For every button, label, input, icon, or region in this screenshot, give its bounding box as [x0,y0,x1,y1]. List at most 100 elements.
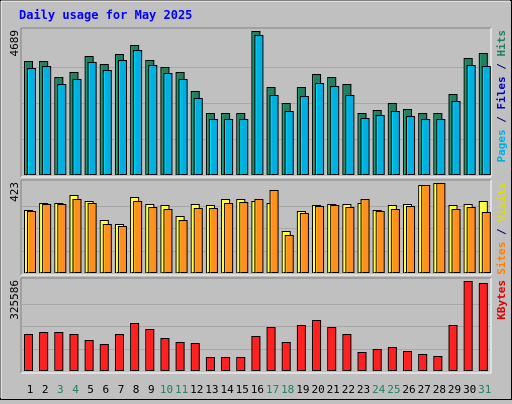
files-bar-day-6 [102,70,112,175]
x-tick-label: 22 [342,383,355,396]
kbytes-bar-day-28 [433,356,443,371]
chart-title: Daily usage for May 2025 [19,8,192,22]
panel-middle: 423 Sites / Visits [8,179,508,276]
kbytes-bar-day-10 [160,338,170,371]
series-kbytes [24,281,488,371]
kbytes-bar-day-31 [478,283,488,371]
sites-bar-day-2 [42,204,52,273]
files-bar-day-28 [436,119,446,175]
files-bar-day-10 [163,73,173,175]
files-bar-day-9 [148,65,158,175]
files-bar-day-18 [284,111,294,175]
legend-middle-part-2: Visits [495,182,508,222]
files-bar-day-1 [27,68,36,175]
sites-bar-day-20 [315,206,325,273]
sites-bar-day-12 [193,208,203,273]
files-bar-day-19 [299,96,309,175]
files-bar-day-3 [57,84,67,175]
sites-bar-day-5 [87,203,97,273]
sites-bar-day-8 [133,201,143,273]
sites-bar-day-26 [406,206,416,273]
x-tick-label: 21 [327,383,340,396]
files-bar-day-17 [269,95,279,175]
panel-middle-legend: Sites / Visits [495,182,508,275]
files-bar-day-23 [360,118,370,175]
kbytes-bar-day-9 [145,329,155,371]
files-bar-day-14 [224,119,234,175]
x-tick-label: 29 [448,383,461,396]
kbytes-bar-day-3 [54,332,64,371]
sites-bar-day-18 [284,235,294,273]
sites-bar-day-29 [451,209,461,273]
x-tick-label: 4 [72,383,79,396]
x-tick-label: 27 [418,383,431,396]
sites-bar-day-25 [390,209,400,273]
kbytes-bar-day-30 [463,281,473,371]
files-bar-day-16 [254,35,264,175]
x-tick-label: 7 [118,383,125,396]
kbytes-bar-day-1 [24,334,33,371]
x-tick-label: 5 [87,383,94,396]
files-bar-day-27 [421,119,431,175]
files-bar-day-20 [315,83,325,175]
files-bar-day-24 [375,115,385,175]
sites-bar-day-10 [163,209,173,273]
kbytes-bar-day-15 [236,357,246,371]
kbytes-bar-day-22 [342,334,352,371]
x-tick-label: 14 [220,383,234,396]
files-bar-day-26 [406,116,416,175]
legend-top-part-2: Files [495,76,508,109]
sites-bar-day-15 [239,202,249,273]
files-bar-day-12 [193,98,203,175]
panel-bottom-legend: KBytes [495,280,508,320]
sites-bar-day-7 [117,226,127,273]
x-tick-label: 13 [205,383,218,396]
files-bar-day-22 [345,95,355,175]
sites-bar-day-16 [254,199,264,273]
kbytes-bar-day-18 [281,342,291,371]
sites-bar-day-3 [57,204,67,273]
kbytes-bar-day-27 [418,354,428,371]
panel-top: 4689 Pages / Files / Hits [8,27,508,178]
panel-top-legend: Pages / Files / Hits [495,30,508,163]
panel-bottom: 325586 KBytes [8,277,508,374]
sites-bar-day-14 [224,203,234,273]
kbytes-bar-day-13 [205,357,215,371]
panel-top-ymax-label: 4689 [8,30,21,57]
kbytes-bar-day-23 [357,352,367,371]
files-bar-day-21 [330,86,340,175]
sites-bar-day-21 [330,205,340,273]
files-bar-day-29 [451,101,461,175]
chart-panels: 4689 Pages / Files / Hits 423 Sites / Visit… [8,27,508,374]
kbytes-bar-day-11 [175,342,185,371]
x-tick-label: 10 [160,383,173,396]
sites-bar-day-19 [299,213,309,273]
x-tick-label: 31 [478,383,491,396]
kbytes-bar-day-16 [251,336,261,371]
sites-bar-day-17 [269,190,279,273]
sites-bar-day-22 [345,207,355,273]
kbytes-bar-day-21 [327,327,337,371]
x-tick-label: 25 [387,383,400,396]
sites-bar-day-30 [466,207,476,273]
kbytes-bar-day-12 [190,343,200,371]
kbytes-bar-day-17 [266,327,276,371]
x-tick-label: 17 [266,383,279,396]
kbytes-bar-day-5 [84,340,94,371]
panel-bottom-ymax-label: 325586 [8,280,21,320]
kbytes-bar-day-8 [130,323,140,371]
series-files [27,35,491,175]
sites-bar-day-28 [436,183,446,273]
sites-bar-day-27 [421,185,431,273]
files-bar-day-25 [390,111,400,175]
legend-top-part-3: / [495,57,508,77]
kbytes-bar-day-6 [99,344,109,371]
legend-middle-part-0: Sites [495,242,508,275]
panel-middle-ymax-label: 423 [8,182,21,202]
x-tick-label: 9 [148,383,155,396]
files-bar-day-7 [117,60,127,175]
kbytes-bar-day-2 [39,332,49,371]
x-tick-label: 16 [251,383,264,396]
